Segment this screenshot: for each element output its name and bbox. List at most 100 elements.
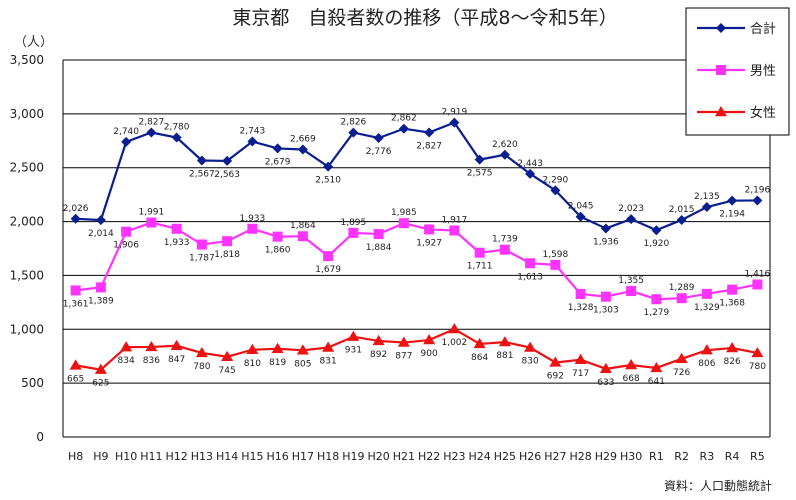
data-label: 1,787 — [189, 254, 215, 264]
data-point-diamond — [398, 123, 409, 134]
x-tick-label: H8 — [68, 450, 83, 463]
data-label: 1,927 — [416, 238, 442, 248]
data-point-triangle — [69, 359, 82, 370]
data-point-square — [348, 227, 359, 238]
data-point-square — [272, 231, 283, 242]
data-point-triangle — [448, 323, 461, 334]
x-tick-label: H28 — [569, 450, 591, 463]
data-label: 2,827 — [138, 117, 164, 127]
data-label: 1,985 — [391, 208, 417, 218]
data-label: 1,864 — [290, 221, 316, 231]
data-label: 2,620 — [492, 140, 518, 150]
data-point-diamond — [449, 117, 460, 128]
data-label: 847 — [168, 355, 185, 365]
data-label: 1,895 — [340, 218, 366, 228]
data-point-square — [171, 223, 182, 234]
data-label: 1,860 — [265, 246, 291, 256]
data-point-triangle — [120, 341, 133, 352]
data-point-diamond — [70, 213, 81, 224]
data-point-diamond — [651, 225, 662, 236]
x-tick-label: R3 — [700, 450, 715, 463]
data-point-triangle — [195, 346, 208, 358]
data-point-triangle — [751, 346, 764, 358]
data-label: 2,919 — [441, 108, 467, 118]
data-label: 668 — [623, 374, 640, 384]
data-label: 641 — [648, 377, 665, 387]
data-point-square — [600, 291, 611, 302]
data-point-triangle — [726, 342, 739, 353]
series-layer — [69, 117, 764, 374]
x-tick-label: H12 — [165, 450, 187, 463]
data-point-diamond — [525, 168, 536, 179]
series-line — [75, 221, 758, 301]
data-point-square — [626, 286, 637, 297]
legend-label: 合計 — [750, 21, 776, 37]
legend-label: 男性 — [750, 64, 776, 79]
y-tick-label: 1,500 — [10, 268, 44, 282]
gridlines — [62, 59, 771, 438]
data-point-square — [575, 288, 586, 299]
data-label: 892 — [370, 350, 387, 360]
data-point-diamond — [146, 127, 157, 138]
data-point-diamond — [752, 195, 763, 206]
data-label: 2,669 — [290, 135, 316, 145]
x-tick-label: R2 — [674, 450, 689, 463]
x-tick-label: H20 — [367, 450, 389, 463]
data-label: 2,196 — [744, 185, 770, 195]
data-label: 780 — [749, 362, 766, 372]
data-point-square — [70, 285, 81, 296]
data-point-square — [727, 284, 738, 295]
data-point-triangle — [715, 106, 727, 117]
y-axis-ticks: 0 500 1,000 1,500 2,000 2,500 3,000 3,500 — [10, 53, 44, 444]
data-label: 881 — [496, 351, 513, 361]
data-point-diamond — [348, 127, 359, 138]
data-label: 1,303 — [593, 306, 619, 316]
data-label: 2,023 — [618, 204, 644, 214]
data-label: 2,563 — [214, 170, 240, 180]
data-label: 1,361 — [63, 299, 89, 309]
y-tick-label: 0 — [36, 430, 44, 444]
data-point-diamond — [247, 136, 258, 147]
data-label: 810 — [244, 359, 261, 369]
data-label: 1,679 — [315, 265, 341, 275]
data-point-triangle — [271, 342, 284, 353]
data-label: 2,740 — [113, 127, 139, 137]
data-point-square — [651, 294, 662, 305]
data-point-diamond — [297, 144, 308, 155]
data-point-diamond — [171, 132, 182, 143]
data-label: 1,598 — [542, 250, 568, 260]
data-label: 1,920 — [643, 239, 669, 249]
data-point-diamond — [121, 136, 132, 147]
data-label: 836 — [143, 356, 160, 366]
data-point-square — [373, 229, 384, 240]
data-point-square — [398, 218, 409, 229]
data-label: 665 — [67, 374, 84, 384]
data-label: 1,917 — [441, 216, 467, 226]
data-point-diamond — [272, 143, 283, 154]
data-point-square — [222, 236, 233, 247]
data-point-diamond — [196, 155, 207, 166]
y-tick-label: 3,000 — [10, 107, 44, 121]
x-tick-label: H23 — [443, 450, 465, 463]
data-label: 831 — [320, 356, 337, 366]
data-label: 805 — [294, 359, 311, 369]
data-point-diamond — [575, 211, 586, 222]
data-label: 1,329 — [694, 303, 720, 313]
data-label: 864 — [471, 353, 488, 363]
data-point-square — [716, 65, 726, 75]
data-point-triangle — [650, 361, 663, 373]
data-label: 830 — [522, 357, 539, 367]
series-0 — [70, 117, 763, 236]
data-label: 806 — [698, 359, 715, 369]
x-tick-label: H14 — [216, 450, 238, 463]
y-tick-label: 3,500 — [10, 53, 44, 67]
data-point-square — [550, 259, 561, 270]
data-point-triangle — [347, 330, 360, 341]
data-point-triangle — [170, 339, 183, 350]
data-label: 2,826 — [340, 118, 366, 128]
data-label: 2,443 — [517, 159, 543, 169]
data-label: 1,389 — [88, 296, 114, 306]
x-tick-label: H10 — [115, 450, 137, 463]
data-label: 2,862 — [391, 114, 417, 124]
series-2 — [69, 323, 764, 374]
